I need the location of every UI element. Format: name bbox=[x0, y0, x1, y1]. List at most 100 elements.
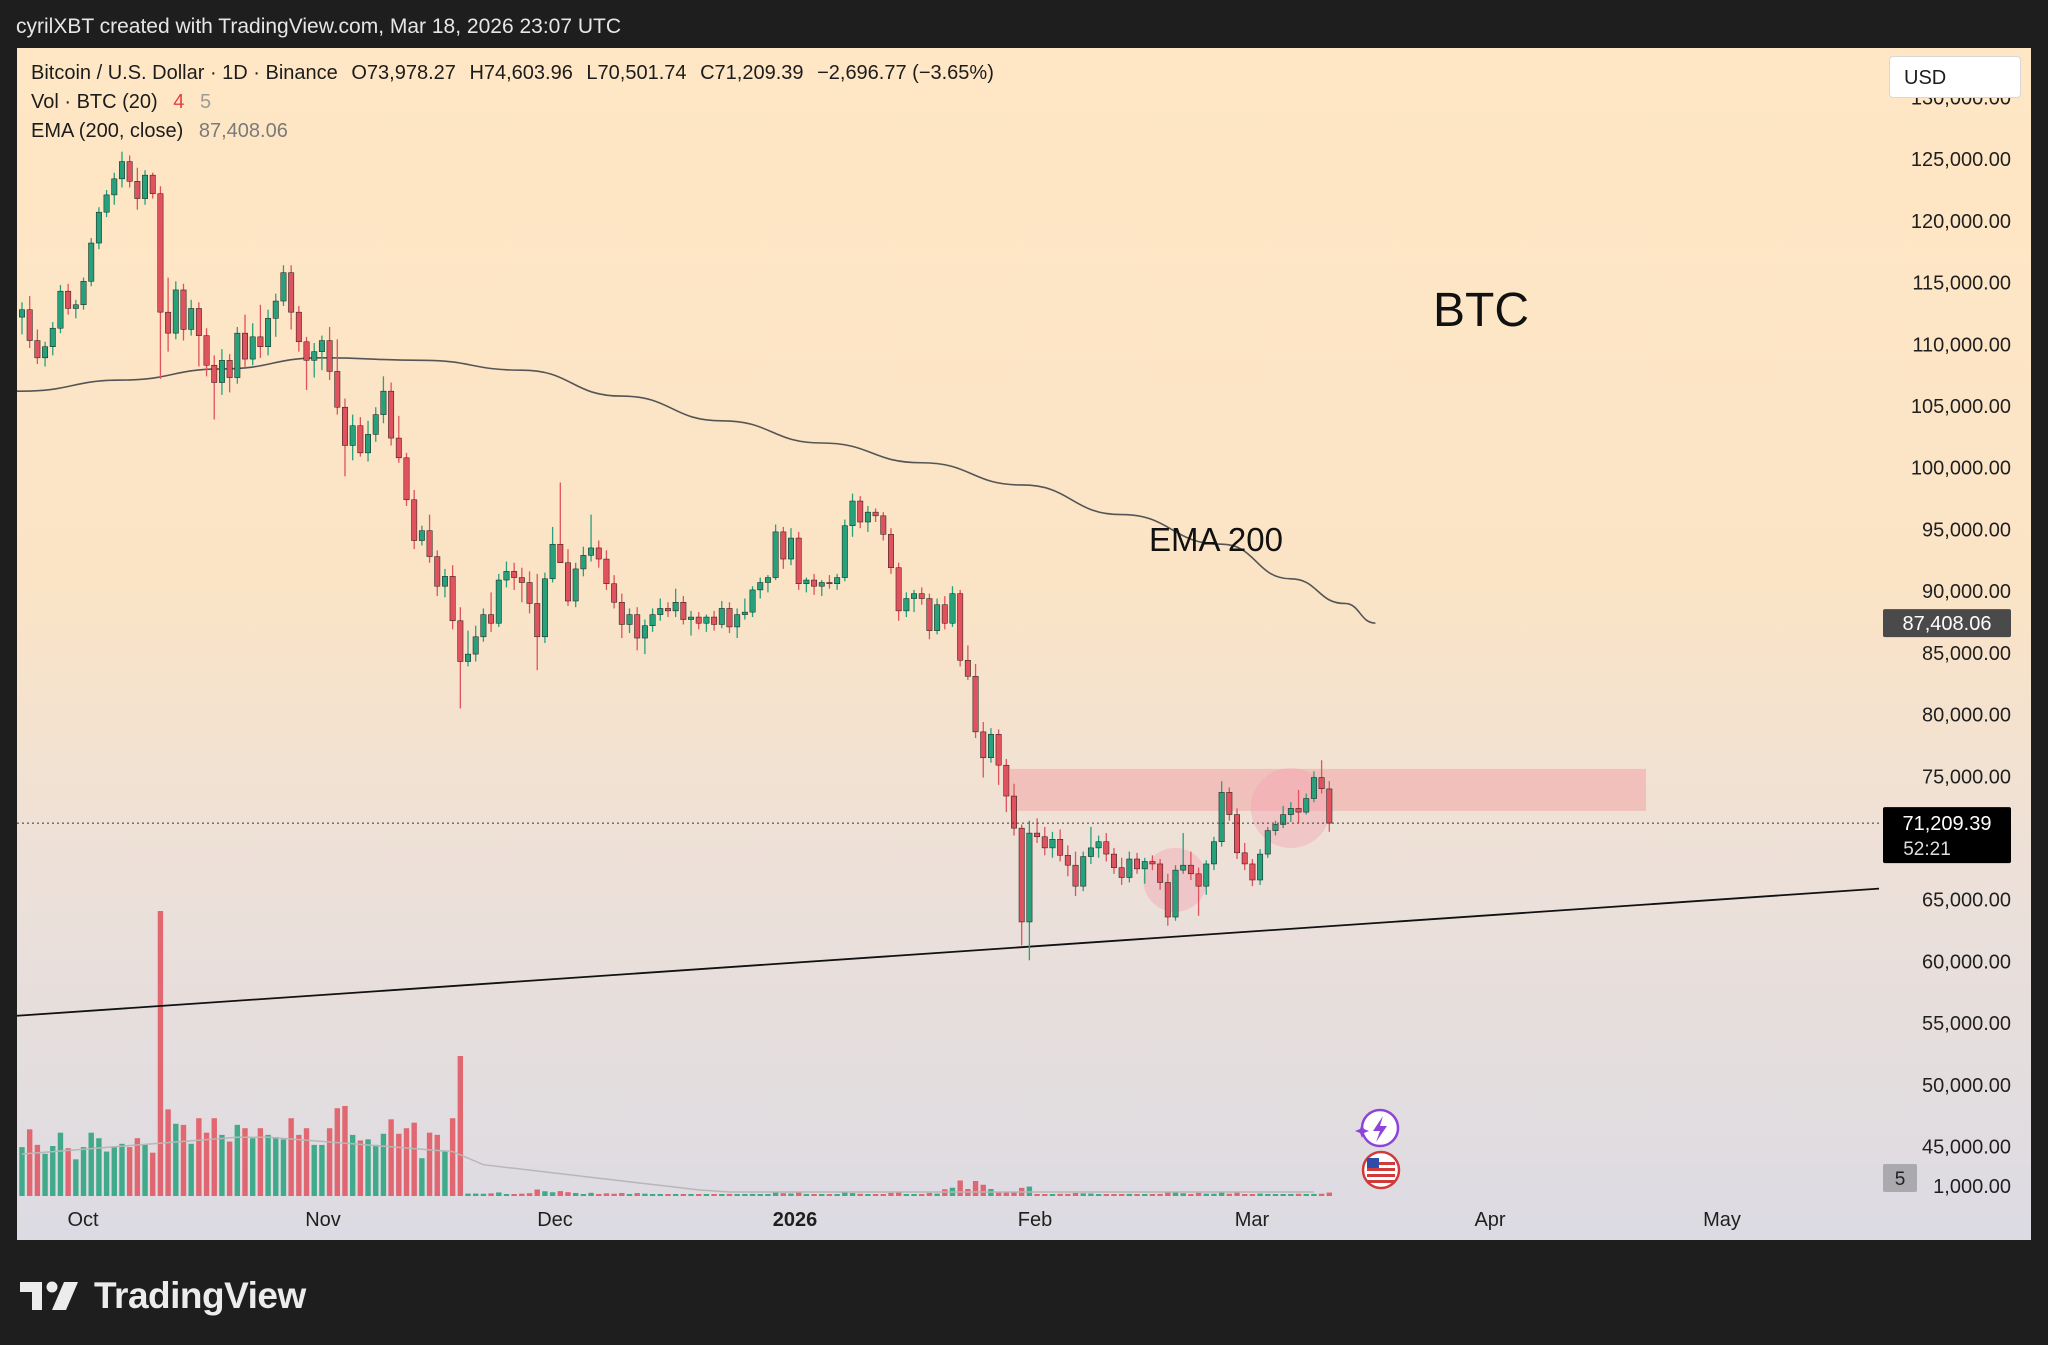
candle bbox=[65, 283, 72, 315]
time-tick-label: Oct bbox=[67, 1209, 99, 1231]
time-tick-label: Nov bbox=[305, 1209, 341, 1231]
candle bbox=[695, 612, 702, 630]
volume-bar bbox=[373, 1144, 379, 1196]
candle bbox=[626, 608, 633, 634]
volume-bar bbox=[34, 1144, 41, 1196]
candle-body bbox=[580, 555, 587, 570]
us-flag-event-icon[interactable] bbox=[1361, 1150, 1401, 1190]
volume-bar bbox=[119, 1143, 125, 1196]
price-axis[interactable]: 130,000.00125,000.00120,000.00115,000.00… bbox=[1911, 87, 2011, 1198]
candle bbox=[703, 614, 710, 632]
volume-bar bbox=[980, 1184, 986, 1196]
volume-bar bbox=[396, 1133, 402, 1196]
volume-bar bbox=[126, 1147, 133, 1196]
chart-canvas[interactable]: 130,000.00125,000.00120,000.00115,000.00… bbox=[17, 48, 2031, 1240]
candle-body bbox=[426, 530, 433, 557]
candle-body bbox=[495, 579, 502, 624]
volume-bar bbox=[1088, 1193, 1094, 1196]
currency-selector[interactable]: USD bbox=[1889, 56, 2021, 98]
candle-body bbox=[126, 161, 133, 182]
candle bbox=[1287, 802, 1294, 822]
candle-body bbox=[488, 614, 495, 624]
candle-body bbox=[249, 336, 256, 360]
candle bbox=[234, 326, 241, 384]
time-tick-label: Mar bbox=[1235, 1209, 1270, 1231]
candle-body bbox=[357, 425, 364, 454]
candle-body bbox=[1241, 852, 1248, 865]
candle-body bbox=[680, 601, 687, 620]
volume-bar bbox=[234, 1124, 241, 1196]
candle-body bbox=[457, 620, 464, 662]
candle-body bbox=[541, 578, 548, 638]
volume-bar bbox=[265, 1134, 271, 1196]
annotation-ema-200: EMA 200 bbox=[1149, 521, 1283, 558]
price-tick-label: 125,000.00 bbox=[1911, 149, 2011, 171]
volume-bar bbox=[388, 1119, 394, 1196]
candle-body bbox=[265, 318, 272, 347]
candle bbox=[442, 568, 448, 598]
volume-bar bbox=[480, 1193, 487, 1196]
candle-body bbox=[1218, 792, 1225, 842]
time-axis[interactable]: Oct Nov Dec 2026 Feb Mar Apr May bbox=[67, 1209, 1740, 1231]
trendline-line[interactable] bbox=[17, 887, 1880, 1017]
candle-body bbox=[465, 653, 471, 662]
price-tick-label: 1,000.00 bbox=[1933, 1176, 2011, 1198]
candle bbox=[42, 341, 49, 367]
price-tick-label: 75,000.00 bbox=[1922, 766, 2011, 788]
candle bbox=[1049, 831, 1056, 858]
candle-body bbox=[957, 593, 964, 661]
candle bbox=[872, 508, 879, 523]
chart-frame[interactable]: 130,000.00 125,000.00 120,000.00 115,000.00… bbox=[17, 48, 2031, 1240]
candle bbox=[857, 496, 864, 529]
candle bbox=[218, 349, 225, 395]
legend-ema-value: 87,408.06 bbox=[198, 120, 288, 142]
candle-body bbox=[703, 616, 710, 624]
ema-200-path[interactable] bbox=[17, 357, 1376, 624]
ema-200-line[interactable] bbox=[17, 357, 1376, 624]
volume-bar bbox=[57, 1132, 64, 1196]
volume-bar bbox=[1157, 1193, 1163, 1196]
volume-bar bbox=[303, 1128, 310, 1196]
volume-bar bbox=[342, 1106, 348, 1196]
event-icons[interactable] bbox=[1355, 1108, 1401, 1190]
candle-body bbox=[826, 582, 833, 584]
candle bbox=[526, 571, 533, 614]
candle-body bbox=[534, 603, 541, 638]
candle-body bbox=[295, 311, 302, 343]
candle bbox=[149, 172, 156, 199]
candle-body bbox=[1264, 830, 1271, 855]
legend-volume-row[interactable]: Vol · BTC (20) 4 5 bbox=[31, 91, 211, 114]
candle bbox=[926, 593, 933, 640]
candle bbox=[357, 417, 364, 457]
volume-bar bbox=[326, 1128, 333, 1196]
candle-body bbox=[987, 734, 994, 759]
volume-bar bbox=[1272, 1194, 1279, 1196]
candle bbox=[649, 608, 656, 632]
volume-bar bbox=[811, 1194, 817, 1196]
candle-body bbox=[918, 593, 925, 599]
legend-symbol[interactable]: Bitcoin / U.S. Dollar · 1D · Binance bbox=[31, 62, 338, 84]
candle bbox=[588, 514, 595, 562]
volume-bars bbox=[19, 911, 1332, 1196]
volume-bar bbox=[357, 1140, 364, 1196]
candle-body bbox=[657, 608, 664, 615]
volume-bar bbox=[150, 1152, 156, 1196]
candle bbox=[657, 598, 664, 621]
candle bbox=[749, 586, 756, 618]
candle-body bbox=[1195, 873, 1202, 887]
candle-body bbox=[1257, 853, 1264, 881]
lightning-event-icon[interactable] bbox=[1355, 1108, 1400, 1148]
candle bbox=[203, 328, 210, 377]
trendline[interactable] bbox=[17, 887, 1880, 1017]
candle bbox=[1064, 845, 1071, 877]
candle bbox=[603, 550, 610, 590]
volume-bar bbox=[872, 1194, 879, 1196]
flag-icon-stripe bbox=[1367, 1180, 1395, 1183]
volume-bar bbox=[1311, 1193, 1317, 1196]
candle-body bbox=[864, 511, 871, 523]
candle-body bbox=[272, 300, 279, 319]
candle bbox=[864, 505, 871, 532]
legend-ema-row[interactable]: EMA (200, close) 87,408.06 bbox=[31, 120, 288, 143]
candle-body bbox=[726, 608, 733, 628]
candle-body bbox=[688, 616, 694, 620]
